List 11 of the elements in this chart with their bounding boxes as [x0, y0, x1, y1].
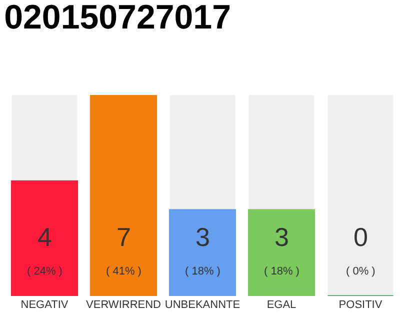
data-label: 4 ( 24% ) [27, 222, 62, 278]
chart-title: 020150727017 [4, 0, 232, 37]
data-label: 3 ( 18% ) [264, 222, 300, 278]
data-label: 0 ( 0% ) [346, 222, 376, 278]
x-tick-label: EGAL [266, 299, 296, 311]
data-label: 7 ( 41% ) [106, 222, 142, 278]
x-tick-label: UNBEKANNTE [164, 299, 240, 311]
data-label: 3 ( 18% ) [185, 222, 220, 278]
x-tick-label: NEGATIV [20, 299, 69, 311]
x-tick-label: POSITIV [338, 299, 383, 311]
x-tick-label: VERWIRREND [86, 299, 162, 311]
